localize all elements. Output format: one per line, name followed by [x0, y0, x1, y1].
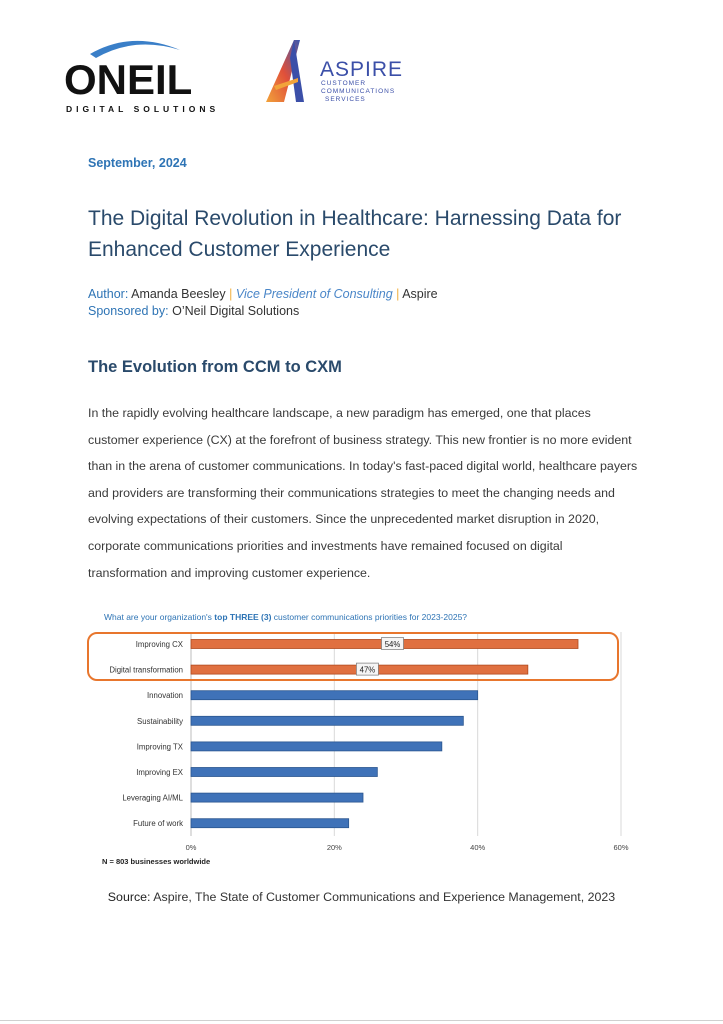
category-label: Improving TX [137, 742, 184, 751]
oneil-digital-solutions-logo: ONEIL DIGITAL SOLUTIONS [62, 34, 237, 116]
author-org: Aspire [402, 287, 438, 301]
aspire-logo-sub1: CUSTOMER [321, 80, 366, 87]
x-tick-label: 20% [327, 843, 342, 852]
category-label: Innovation [147, 691, 183, 700]
category-label: Future of work [133, 819, 183, 828]
author-name: Amanda Beesley [131, 287, 226, 301]
category-label: Improving CX [136, 640, 184, 649]
category-label: Leveraging AI/ML [122, 794, 183, 803]
oneil-logo-text: ONEIL [64, 56, 192, 103]
source-citation: Source: Aspire, The State of Customer Co… [0, 890, 723, 904]
sponsor-name: O’Neil Digital Solutions [172, 304, 300, 318]
chart-canvas: What are your organization's top THREE (… [87, 612, 629, 866]
author-separator-2: | [396, 287, 400, 301]
author-label: Author: [88, 287, 129, 301]
publication-date: September, 2024 [88, 156, 187, 170]
author-line: Author: Amanda Beesley | Vice President … [88, 286, 438, 303]
data-label: 54% [385, 640, 401, 649]
author-separator: | [229, 287, 233, 301]
author-role: Vice President of Consulting [235, 287, 393, 301]
bar [190, 690, 479, 701]
highlight-outline [87, 632, 619, 681]
bar [190, 818, 350, 829]
category-label: Sustainability [137, 717, 183, 726]
data-label: 47% [360, 666, 376, 675]
sponsor-label: Sponsored by: [88, 304, 169, 318]
priorities-bar-chart: What are your organization's top THREE (… [0, 600, 723, 875]
chart-sample-note: N = 803 businesses worldwide [102, 857, 210, 866]
data-label-box [356, 662, 379, 676]
x-tick-label: 40% [470, 843, 485, 852]
aspire-logo-text: ASPIRE [320, 58, 403, 81]
section-heading: The Evolution from CCM to CXM [88, 358, 342, 376]
body-paragraph: In the rapidly evolving healthcare lands… [88, 406, 638, 580]
x-tick-label: 60% [613, 843, 628, 852]
source-label: Source: [107, 890, 151, 904]
data-label-box [381, 637, 404, 650]
document-title: The Digital Revolution in Healthcare: Ha… [88, 207, 622, 261]
sponsor-line: Sponsored by: O’Neil Digital Solutions [88, 303, 299, 320]
category-label: Improving EX [136, 768, 184, 777]
chart-title: What are your organization's top THREE (… [104, 612, 467, 622]
page-bottom-rule [0, 1020, 723, 1021]
bar [190, 767, 378, 777]
aspire-logo-sub2: COMMUNICATIONS [321, 88, 395, 95]
aspire-logo: ASPIRE CUSTOMER COMMUNICATIONS SERVICES [264, 38, 414, 108]
chart-title-emphasis: top THREE (3) [214, 612, 271, 622]
bar [190, 792, 364, 803]
oneil-logo-subtext: DIGITAL SOLUTIONS [66, 104, 219, 114]
bar [190, 715, 464, 726]
aspire-logo-sub3: SERVICES [325, 96, 366, 103]
category-label: Digital transformation [109, 666, 183, 675]
x-tick-label: 0% [186, 843, 197, 852]
source-text: Aspire, The State of Customer Communicat… [150, 890, 616, 904]
chart-title-prefix: What are your organization's [104, 612, 214, 622]
chart-title-suffix: customer communications priorities for 2… [271, 612, 467, 622]
bar [190, 741, 443, 752]
